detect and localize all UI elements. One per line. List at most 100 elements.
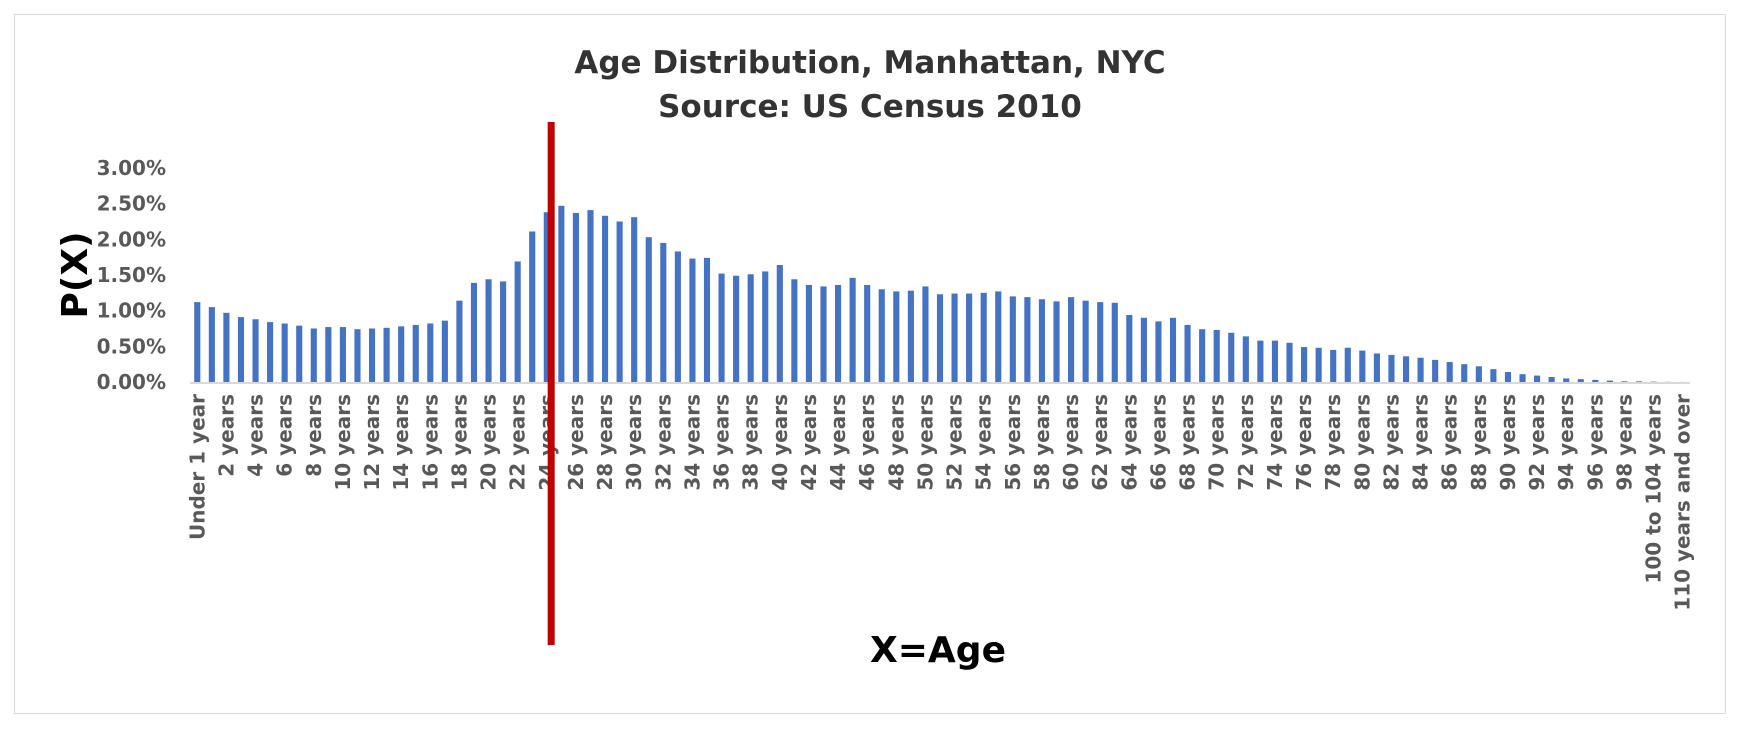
x-tick-label: 70 years: [1205, 394, 1229, 491]
bar: [1082, 300, 1089, 382]
x-tick-label: 76 years: [1292, 394, 1316, 491]
bar: [1301, 347, 1308, 382]
x-tick-label: 36 years: [710, 394, 734, 491]
x-axis-ticks: Under 1 year 2 years 4 years 6 years 8 years…: [185, 394, 1694, 611]
x-tick-label: 4 years: [244, 394, 268, 477]
y-tick-label: 1.50%: [97, 263, 166, 287]
y-axis-ticks: 0.00% 0.50% 1.00% 1.50% 2.00% 2.50% 3.00%: [97, 156, 166, 394]
y-axis-title: P(X): [55, 231, 96, 318]
x-axis-title: X=Age: [870, 630, 1006, 671]
bar: [1126, 314, 1133, 382]
chart-title-line-2: Source: US Census 2010: [658, 89, 1082, 125]
bar: [1199, 329, 1206, 382]
bar: [689, 258, 696, 382]
bar: [1446, 362, 1453, 382]
bar: [1097, 302, 1104, 382]
x-tick-label: 110 years and over: [1671, 394, 1695, 611]
bar: [1038, 299, 1045, 382]
x-tick-label: 74 years: [1263, 394, 1287, 491]
bar: [587, 210, 594, 382]
bar: [1606, 380, 1613, 382]
bar: [1577, 379, 1584, 382]
bar: [1534, 375, 1541, 382]
x-tick-label: 52 years: [943, 394, 967, 491]
bar: [1053, 301, 1060, 382]
x-tick-label: 10 years: [331, 394, 355, 491]
x-tick-label: 54 years: [972, 394, 996, 491]
bar: [500, 281, 507, 382]
bar: [747, 274, 754, 382]
bar: [1184, 324, 1191, 382]
bar: [194, 302, 201, 382]
bar: [1417, 357, 1424, 382]
bar: [1344, 347, 1351, 382]
bar: [1548, 377, 1555, 382]
bar: [733, 275, 740, 382]
bar: [412, 324, 419, 382]
bar: [514, 261, 521, 382]
bar: [951, 293, 958, 382]
bar: [805, 284, 812, 382]
bar: [325, 327, 332, 382]
bar: [703, 257, 711, 382]
bar: [1286, 342, 1293, 382]
bar: [966, 293, 973, 382]
bar: [660, 242, 667, 382]
bar: [398, 326, 405, 382]
bar: [1242, 336, 1249, 382]
bar: [776, 265, 783, 382]
bar: [1359, 350, 1366, 382]
x-tick-label: 56 years: [1001, 394, 1025, 491]
bar: [1140, 317, 1147, 382]
x-tick-label: 62 years: [1088, 394, 1112, 491]
y-tick-label: 0.00%: [97, 370, 166, 394]
bar: [1490, 369, 1497, 382]
x-tick-label: 98 years: [1612, 394, 1636, 491]
x-tick-label: 64 years: [1117, 394, 1141, 491]
bar: [1330, 349, 1337, 382]
x-tick-label: 86 years: [1438, 394, 1462, 491]
x-tick-label: 60 years: [1059, 394, 1083, 491]
bar: [310, 328, 317, 382]
bar: [674, 251, 681, 382]
bar: [878, 289, 885, 382]
x-tick-label: 24 years: [535, 394, 559, 491]
bar: [1155, 321, 1162, 382]
bar: [980, 292, 987, 382]
x-tick-label: 30 years: [622, 394, 646, 491]
x-tick-label: 84 years: [1409, 394, 1433, 491]
x-tick-label: 82 years: [1379, 394, 1403, 491]
x-tick-label: 78 years: [1321, 394, 1345, 491]
bar: [616, 221, 623, 382]
bar: [1592, 379, 1599, 382]
bar: [1635, 381, 1643, 382]
x-tick-label: 58 years: [1030, 394, 1054, 491]
x-tick-label: 38 years: [739, 394, 763, 491]
bar: [208, 307, 215, 382]
x-tick-label: 14 years: [389, 394, 413, 491]
y-tick-label: 2.00%: [97, 227, 166, 251]
bar: [1111, 302, 1118, 382]
x-tick-label: 48 years: [884, 394, 908, 491]
bar: [354, 329, 361, 382]
bar: [1402, 356, 1410, 382]
bar: [427, 323, 434, 382]
bar: [762, 271, 769, 382]
x-tick-label: 32 years: [651, 394, 675, 491]
x-tick-label: 18 years: [447, 394, 471, 491]
y-tick-label: 2.50%: [97, 192, 166, 216]
x-tick-label: 20 years: [477, 394, 501, 491]
bar: [1257, 340, 1264, 382]
bar: [995, 291, 1002, 382]
bar: [645, 237, 652, 382]
bar: [893, 291, 900, 382]
x-tick-label: 44 years: [826, 394, 850, 491]
bar: [1271, 340, 1279, 382]
bar: [441, 320, 448, 382]
bar: [907, 290, 914, 382]
bar: [558, 205, 565, 382]
bar: [529, 231, 536, 382]
x-tick-label: 100 to 104 years: [1642, 394, 1666, 584]
bar: [1621, 381, 1628, 382]
